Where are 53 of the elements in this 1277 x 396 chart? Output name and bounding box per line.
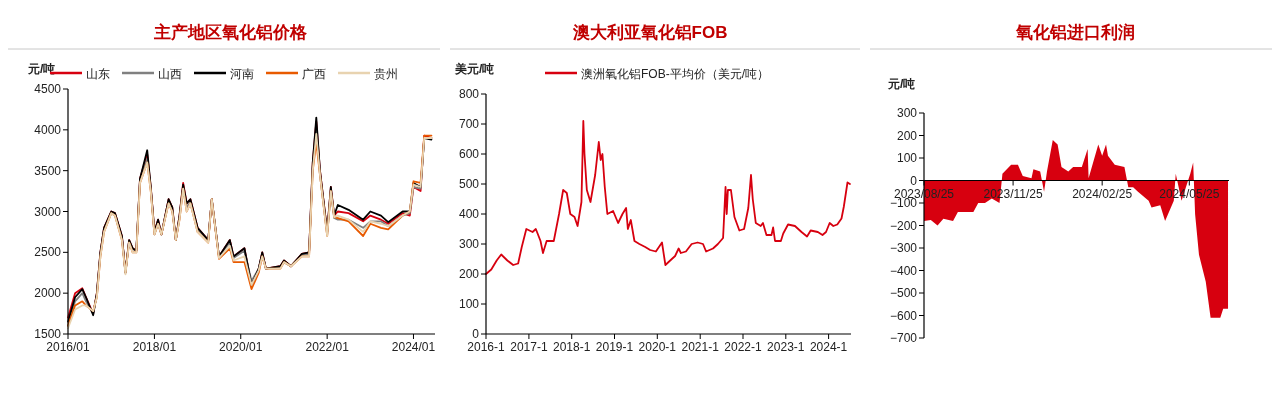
y-tick-label: 1500 (34, 327, 62, 341)
y-tick-label: 100 (458, 297, 480, 311)
y-tick-label: 300 (458, 237, 480, 251)
y-tick-label: −100 (889, 196, 918, 210)
chart-title: 澳大利亚氧化铝FOB (571, 23, 728, 42)
x-tick-label: 2024-1 (809, 340, 848, 354)
y-tick-label: −600 (889, 308, 918, 323)
y-tick-label: 300 (896, 106, 918, 120)
chart-title: 氧化铝进口利润 (1014, 23, 1135, 42)
y-tick-label: 400 (458, 207, 480, 221)
legend-label: 广西 (302, 67, 326, 81)
x-tick-label: 2023-1 (767, 340, 805, 354)
y-tick-label: 700 (458, 117, 480, 131)
y-tick-label: 2500 (34, 245, 62, 260)
legend-label: 山西 (158, 67, 182, 81)
y-tick-label: −200 (889, 218, 918, 233)
x-tick-label: 2024/01 (391, 340, 436, 354)
y-tick-label: −300 (889, 241, 918, 255)
y-tick-label: 0 (472, 327, 480, 341)
x-tick-label: 2018/01 (132, 340, 177, 354)
x-tick-label: 2022/01 (305, 340, 350, 354)
x-tick-label: 2020-1 (638, 340, 677, 354)
x-tick-label: 2024/02/25 (1072, 186, 1133, 201)
y-tick-label: 800 (458, 87, 480, 101)
y-tick-label: −700 (889, 331, 918, 345)
y-tick-label: −400 (889, 263, 918, 278)
chart-title: 主产地区氧化铝价格 (152, 23, 308, 42)
x-tick-label: 2018-1 (553, 340, 591, 354)
legend-label: 山东 (86, 67, 110, 81)
y-tick-label: 500 (458, 177, 480, 191)
x-tick-label: 2020/01 (219, 340, 263, 354)
y-tick-label: 2000 (34, 286, 62, 301)
y-tick-label: 3500 (34, 163, 62, 178)
y-tick-label: 4000 (34, 122, 62, 137)
y-axis-title: 美元/吨 (454, 62, 495, 76)
x-tick-label: 2016-1 (467, 340, 505, 354)
y-tick-label: 200 (458, 267, 480, 281)
x-tick-label: 2017-1 (510, 340, 548, 354)
x-tick-label: 2016/01 (46, 340, 91, 354)
x-tick-label: 2022-1 (724, 340, 763, 354)
legend-label: 澳洲氧化铝FOB-平均价（美元/吨） (581, 67, 769, 81)
y-tick-label: 4500 (34, 82, 62, 96)
y-tick-label: 200 (896, 128, 918, 143)
legend-label: 贵州 (374, 67, 398, 81)
y-tick-label: 600 (458, 147, 480, 161)
y-axis-title: 元/吨 (887, 77, 916, 91)
y-tick-label: 3000 (34, 204, 62, 219)
y-tick-label: 0 (910, 173, 918, 188)
legend-label: 河南 (230, 67, 254, 81)
x-tick-label: 2019-1 (595, 340, 634, 354)
x-tick-label: 2021-1 (681, 340, 720, 354)
y-tick-label: 100 (896, 151, 918, 165)
y-tick-label: −500 (889, 286, 918, 300)
